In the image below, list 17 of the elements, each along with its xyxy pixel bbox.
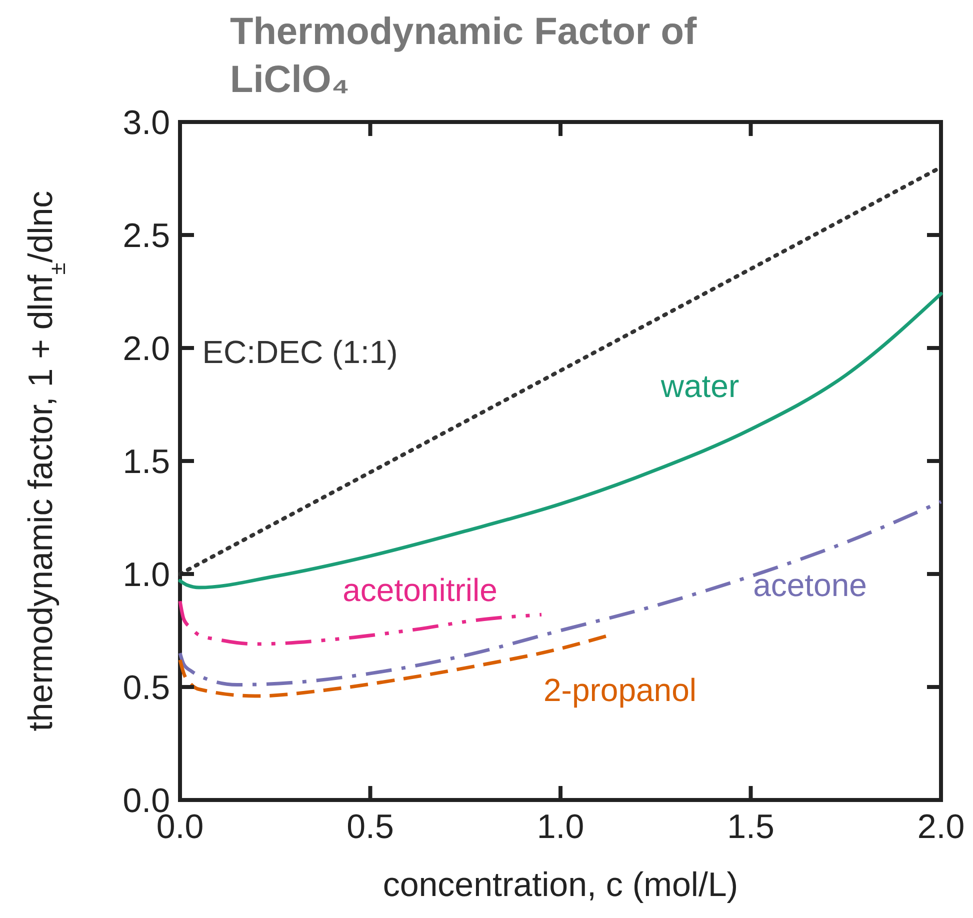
chart-title: Thermodynamic Factor of LiClO₄ (230, 11, 697, 101)
series-label: acetone (753, 567, 867, 604)
y-tick-label: 1.0 (122, 556, 170, 594)
x-tick-label: 1.5 (727, 808, 774, 846)
x-tick-label: 0.5 (346, 808, 394, 846)
x-axis-title: concentration, c (mol/L) (382, 866, 738, 904)
x-tick-label: 1.0 (536, 808, 584, 846)
series-label: 2-propanol (544, 672, 696, 708)
y-tick-label: 2.0 (122, 330, 170, 368)
series-label: water (660, 368, 740, 404)
x-tick-label: 2.0 (917, 808, 965, 846)
series-label: acetonitrile (342, 572, 498, 608)
y-tick-label: 1.5 (122, 442, 170, 481)
y-tick-label: 0.5 (122, 668, 170, 707)
y-tick-label: 2.5 (122, 216, 170, 255)
y-tick-label: 3.0 (122, 104, 170, 142)
text: EC:DEC (1:1) (202, 334, 398, 370)
